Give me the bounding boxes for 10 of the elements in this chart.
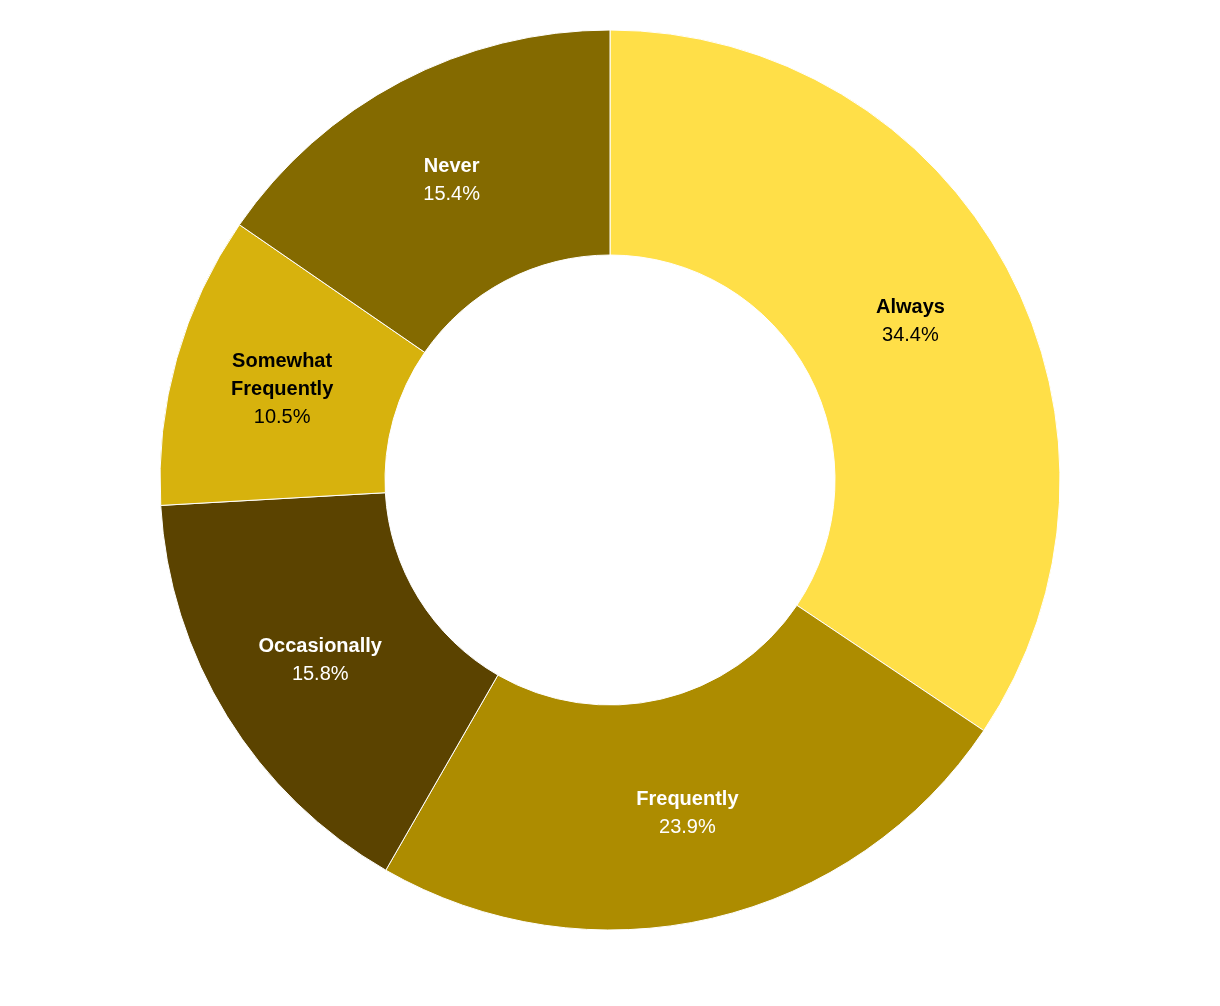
data-label: 10.5% [253, 405, 311, 428]
slice-label: Frequently [636, 786, 740, 809]
slice-label: Occasionally [258, 633, 383, 656]
data-label: 34.4% [882, 322, 939, 345]
data-label: 15.4% [423, 181, 481, 204]
slice-label: Never [423, 153, 480, 176]
slice-label: Always [875, 294, 945, 317]
slice-label: Somewhat Frequently [231, 349, 335, 400]
data-label: 23.9% [659, 814, 716, 837]
data-label: 15.8% [291, 661, 349, 684]
